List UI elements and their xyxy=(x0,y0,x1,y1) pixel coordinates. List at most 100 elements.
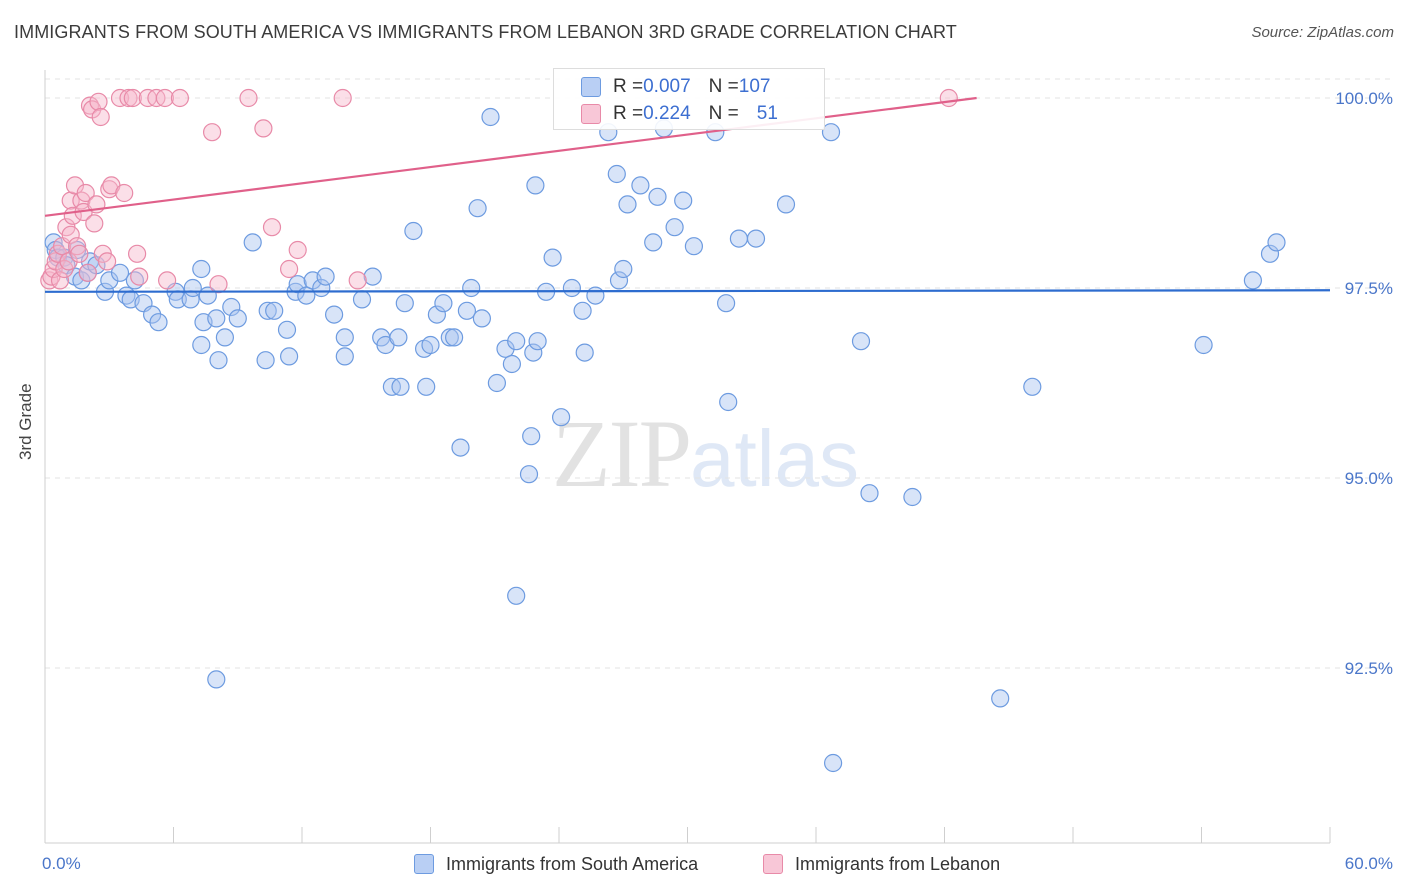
legend-n-label: N = xyxy=(708,76,739,97)
point-south-america xyxy=(528,332,547,351)
legend-n-value: 51 xyxy=(756,103,778,124)
point-south-america xyxy=(821,123,841,142)
point-south-america xyxy=(297,286,316,305)
point-south-america xyxy=(507,586,526,605)
point-south-america xyxy=(1267,233,1286,252)
point-south-america xyxy=(434,294,453,313)
point-lebanon xyxy=(91,107,110,127)
point-south-america xyxy=(143,305,162,324)
point-south-america xyxy=(1243,271,1263,290)
point-south-america xyxy=(614,259,633,279)
point-south-america xyxy=(325,305,344,324)
point-south-america xyxy=(440,328,459,347)
point-lebanon xyxy=(280,259,299,279)
point-south-america xyxy=(573,301,592,320)
legend-r-label: R = xyxy=(613,76,644,97)
chart-title: IMMIGRANTS FROM SOUTH AMERICA VS IMMIGRA… xyxy=(14,22,957,42)
point-south-america xyxy=(100,271,119,290)
point-south-america xyxy=(1194,335,1213,355)
y-tick-label: 97.5% xyxy=(1345,279,1393,298)
point-lebanon xyxy=(128,244,147,263)
x-tick-label: 60.0% xyxy=(1345,854,1393,873)
point-south-america xyxy=(265,301,284,320)
legend-swatch-pink xyxy=(581,104,601,124)
point-south-america xyxy=(243,233,262,252)
point-south-america xyxy=(522,427,541,446)
point-south-america xyxy=(487,373,506,393)
bottom-legend-south-america: Immigrants from South America xyxy=(414,851,698,877)
bottom-legend-label: Immigrants from Lebanon xyxy=(795,853,1001,874)
point-south-america xyxy=(404,221,423,241)
point-south-america xyxy=(526,176,545,195)
y-axis-label: 3rd Grade xyxy=(16,383,35,460)
bottom-legend-swatch-pink xyxy=(763,854,783,874)
point-south-america xyxy=(209,351,228,370)
point-south-america xyxy=(716,294,736,313)
point-south-america xyxy=(462,278,481,298)
point-south-america xyxy=(644,233,663,252)
point-lebanon xyxy=(262,218,282,237)
legend-n-label: N = xyxy=(708,103,739,124)
y-tick-label: 95.0% xyxy=(1345,469,1393,488)
axes xyxy=(44,70,1331,844)
bottom-legend-label: Immigrants from South America xyxy=(446,853,699,874)
point-south-america xyxy=(1023,377,1042,396)
source-label: Source: ZipAtlas.com xyxy=(1251,24,1394,41)
point-south-america xyxy=(860,484,879,503)
point-lebanon xyxy=(59,252,78,271)
point-lebanon xyxy=(65,176,85,195)
point-south-america xyxy=(823,753,843,773)
point-south-america xyxy=(468,199,487,218)
point-south-america xyxy=(222,297,241,317)
point-south-america xyxy=(72,271,91,290)
series-south-america-points xyxy=(44,107,1286,773)
point-lebanon xyxy=(333,88,352,108)
point-lebanon xyxy=(50,271,70,290)
point-south-america xyxy=(776,195,796,214)
point-south-america xyxy=(472,309,491,328)
point-south-america xyxy=(149,313,168,332)
point-south-america xyxy=(316,267,335,286)
point-south-america xyxy=(363,267,382,286)
point-south-america xyxy=(543,248,562,267)
point-lebanon xyxy=(130,267,149,286)
point-lebanon xyxy=(97,252,117,271)
point-south-america xyxy=(631,176,650,195)
point-south-america xyxy=(719,392,738,412)
point-south-america xyxy=(389,328,408,347)
legend-r-value: 0.007 xyxy=(643,76,691,97)
stats-legend: R = 0.007 N = 107 R = 0.224 N = 51 xyxy=(553,68,825,130)
point-lebanon xyxy=(61,225,80,244)
legend-r-label: R = xyxy=(613,103,644,124)
point-lebanon xyxy=(155,88,174,108)
point-south-america xyxy=(110,263,130,282)
point-lebanon xyxy=(254,119,273,138)
point-south-america xyxy=(729,229,749,248)
legend-row-south-america: R = 0.007 N = 107 xyxy=(554,74,770,100)
point-south-america xyxy=(228,309,247,328)
point-lebanon xyxy=(89,92,108,111)
point-south-america xyxy=(618,195,637,214)
point-south-america xyxy=(207,309,226,328)
watermark-zip: ZIP xyxy=(552,400,692,507)
point-south-america xyxy=(280,347,299,366)
trend-line-lebanon xyxy=(44,96,977,217)
point-south-america xyxy=(1260,244,1280,263)
y-tick-label: 92.5% xyxy=(1345,659,1393,678)
point-lebanon xyxy=(288,240,307,260)
point-south-america xyxy=(258,301,277,320)
point-south-america xyxy=(524,343,543,362)
point-south-america xyxy=(192,335,211,355)
bottom-legend-swatch-blue xyxy=(414,854,434,874)
point-south-america xyxy=(519,465,539,484)
x-tick-label: 0.0% xyxy=(42,854,81,873)
point-south-america xyxy=(551,408,571,427)
point-south-america xyxy=(395,294,414,313)
watermark-atlas: atlas xyxy=(690,414,859,503)
point-lebanon xyxy=(67,237,87,256)
point-south-america xyxy=(421,335,440,355)
point-south-america xyxy=(457,301,476,320)
point-south-america xyxy=(192,259,211,279)
point-lebanon xyxy=(170,88,189,108)
